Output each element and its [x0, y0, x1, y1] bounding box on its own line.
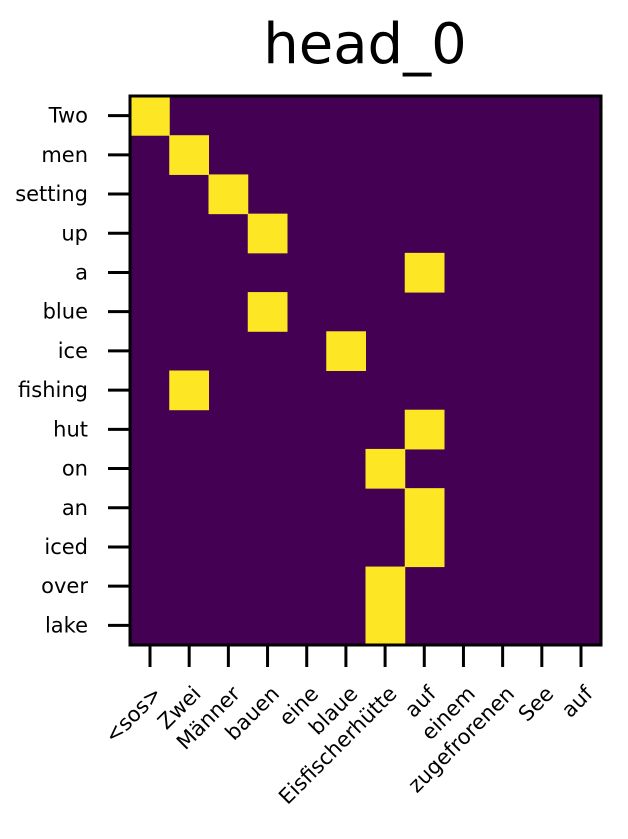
y-tick-label: setting [15, 182, 88, 206]
heatmap-cells [130, 96, 601, 646]
y-tick-label: on [62, 457, 88, 481]
heatmap-cell [404, 488, 445, 528]
y-tick-label: ice [58, 339, 88, 363]
y-tick-label: an [62, 496, 88, 520]
heatmap-cell [169, 370, 209, 411]
heatmap-cell [208, 174, 249, 215]
heatmap-cell [247, 213, 288, 254]
y-tick-label: over [41, 574, 88, 598]
heatmap-cell [404, 409, 445, 450]
heatmap-cell [365, 605, 406, 646]
y-tick-label: Two [48, 104, 88, 128]
heatmap-cell [404, 252, 445, 293]
x-tick-label: See [514, 682, 559, 727]
y-tick-label: a [75, 260, 88, 284]
y-tick-label: lake [45, 613, 88, 637]
x-tick-label: auf [557, 681, 598, 722]
y-tick-label: men [41, 143, 88, 167]
heatmap-cell [365, 448, 406, 489]
heatmap-cell [247, 292, 288, 332]
heatmap-cell [365, 566, 406, 607]
chart-title: head_0 [263, 12, 466, 77]
heatmap-cell [130, 96, 170, 136]
x-axis: <sos>ZweiMännerbaueneineblaueEisfischerh… [100, 646, 598, 809]
y-tick-label: hut [53, 417, 88, 441]
y-tick-label: fishing [18, 378, 88, 402]
y-tick-label: blue [43, 300, 88, 324]
y-axis: Two men setting up a blue ice fishing hut on an ice… [15, 104, 130, 637]
heatmap-cell [404, 527, 445, 568]
heatmap-cell [326, 331, 366, 371]
plot-frame [128, 94, 603, 647]
heatmap-cell [169, 135, 209, 175]
y-tick-label: up [61, 221, 88, 245]
y-tick-label: iced [44, 535, 88, 559]
